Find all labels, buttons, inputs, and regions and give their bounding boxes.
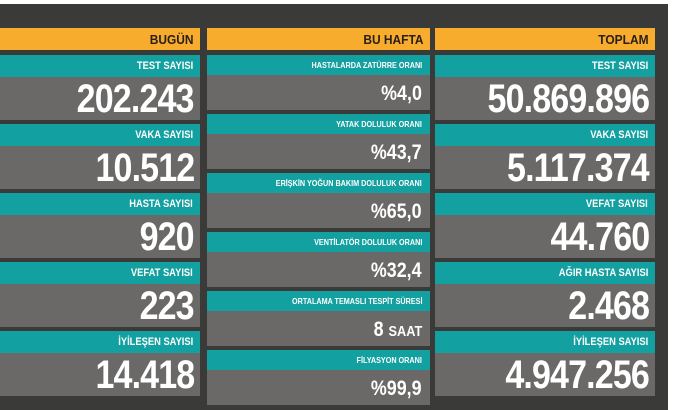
stat-value: 2.468 (435, 284, 655, 327)
stat-label: VEFAT SAYISI (435, 193, 655, 215)
stat-label: VEFAT SAYISI (0, 262, 200, 284)
today-column: BUGÜN TEST SAYISI 202.243 VAKA SAYISI 10… (0, 28, 200, 400)
total-test-card: TEST SAYISI 50.869.896 (435, 55, 655, 120)
stat-value: 14.418 (0, 353, 200, 396)
stat-value: 223 (0, 284, 200, 327)
stat-label: VAKA SAYISI (435, 124, 655, 146)
stat-label: FİLYASYON ORANI (207, 350, 430, 370)
stat-label: YATAK DOLULUK ORANI (207, 114, 430, 134)
stat-value: 10.512 (0, 146, 200, 189)
stat-value: %65,0 (207, 193, 430, 228)
stat-value: 44.760 (435, 215, 655, 258)
total-deaths-card: VEFAT SAYISI 44.760 (435, 193, 655, 258)
stat-value: %43,7 (207, 134, 430, 169)
today-test-card: TEST SAYISI 202.243 (0, 55, 200, 120)
total-column: TOPLAM TEST SAYISI 50.869.896 VAKA SAYIS… (435, 28, 655, 400)
total-header: TOPLAM (452, 28, 655, 50)
stat-value: %32,4 (207, 252, 430, 287)
total-severe-card: AĞIR HASTA SAYISI 2.468 (435, 262, 655, 327)
stat-label: TEST SAYISI (0, 55, 200, 77)
this-week-header: BU HAFTA (224, 28, 430, 50)
stat-label: HASTALARDA ZATÜRRE ORANI (207, 55, 430, 75)
today-header: BUGÜN (16, 28, 200, 50)
stat-label: ORTALAMA TEMASLI TESPİT SÜRESİ (207, 291, 430, 311)
stat-value: 202.243 (0, 77, 200, 120)
this-week-column: BU HAFTA HASTALARDA ZATÜRRE ORANI %4,0 Y… (207, 28, 430, 409)
stat-unit: SAAT (388, 323, 422, 340)
total-cases-card: VAKA SAYISI 5.117.374 (435, 124, 655, 189)
bed-occupancy-card: YATAK DOLULUK ORANI %43,7 (207, 114, 430, 169)
filiation-rate-card: FİLYASYON ORANI %99,9 (207, 350, 430, 405)
total-recovered-card: İYİLEŞEN SAYISI 4.947.256 (435, 331, 655, 396)
stat-value: 920 (0, 215, 200, 258)
stats-board: BUGÜN TEST SAYISI 202.243 VAKA SAYISI 10… (0, 4, 668, 410)
today-recovered-card: İYİLEŞEN SAYISI 14.418 (0, 331, 200, 396)
stat-label: TEST SAYISI (435, 55, 655, 77)
stat-label: İYİLEŞEN SAYISI (0, 331, 200, 353)
stat-value: 5.117.374 (435, 146, 655, 189)
stat-label: AĞIR HASTA SAYISI (435, 262, 655, 284)
stat-value: 4.947.256 (435, 353, 655, 396)
stat-value: %99,9 (207, 370, 430, 405)
stat-label: VAKA SAYISI (0, 124, 200, 146)
stat-label: HASTA SAYISI (0, 193, 200, 215)
pneumonia-rate-card: HASTALARDA ZATÜRRE ORANI %4,0 (207, 55, 430, 110)
icu-occupancy-card: ERİŞKİN YOĞUN BAKIM DOLULUK ORANI %65,0 (207, 173, 430, 228)
stat-value: %4,0 (207, 75, 430, 110)
stat-value: 50.869.896 (435, 77, 655, 120)
today-deaths-card: VEFAT SAYISI 223 (0, 262, 200, 327)
stat-value: 8 SAAT (207, 311, 430, 346)
today-patients-card: HASTA SAYISI 920 (0, 193, 200, 258)
ventilator-occupancy-card: VENTİLATÖR DOLULUK ORANI %32,4 (207, 232, 430, 287)
contact-detection-time-card: ORTALAMA TEMASLI TESPİT SÜRESİ 8 SAAT (207, 291, 430, 346)
stat-label: ERİŞKİN YOĞUN BAKIM DOLULUK ORANI (207, 173, 430, 193)
stat-label: VENTİLATÖR DOLULUK ORANI (207, 232, 430, 252)
today-cases-card: VAKA SAYISI 10.512 (0, 124, 200, 189)
stat-label: İYİLEŞEN SAYISI (435, 331, 655, 353)
